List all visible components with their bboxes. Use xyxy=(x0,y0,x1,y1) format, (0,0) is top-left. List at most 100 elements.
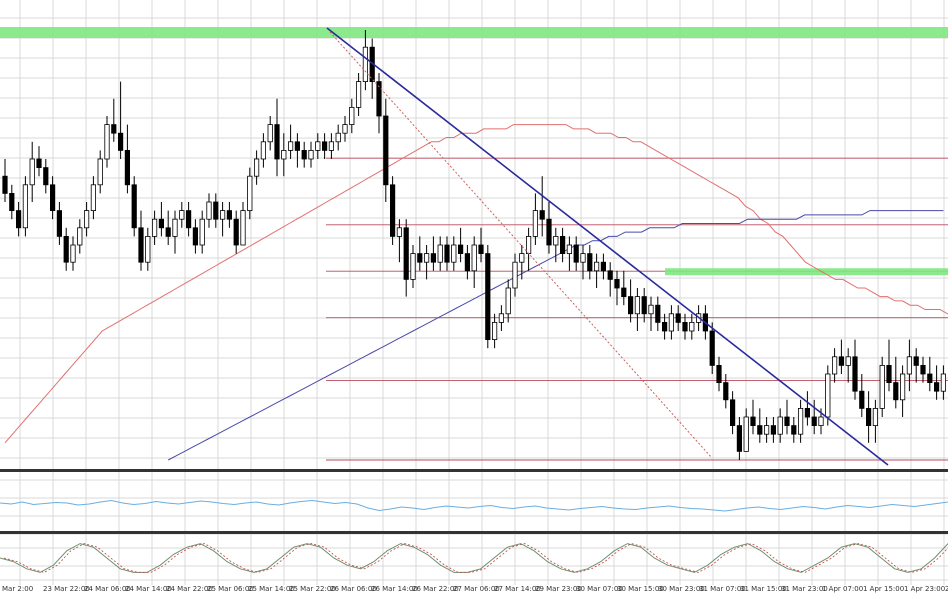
support-resistance-zones xyxy=(0,27,948,276)
candle-body xyxy=(736,425,743,452)
x-tick-label: 26 Mar 22:00 xyxy=(412,585,459,593)
candle-body xyxy=(866,407,872,426)
candle-body xyxy=(689,321,695,332)
candle-body xyxy=(417,253,423,263)
candle-body xyxy=(315,141,321,151)
candle-body xyxy=(335,132,341,143)
candle-body xyxy=(641,296,647,315)
candle-body xyxy=(56,210,63,237)
x-tick-label: 25 Mar 14:00 xyxy=(248,585,295,593)
candle-body xyxy=(553,235,559,246)
candle-body xyxy=(430,253,437,263)
candle-body xyxy=(22,184,29,229)
candle-body xyxy=(97,158,103,186)
candle-body xyxy=(723,382,729,401)
candle-body xyxy=(9,192,15,211)
trend-line xyxy=(326,27,889,466)
candle-body xyxy=(260,141,267,160)
candle-body xyxy=(104,124,110,160)
candle-body xyxy=(818,416,824,427)
candle-body xyxy=(118,132,124,151)
ma-red-line xyxy=(4,124,948,444)
candle-body xyxy=(757,425,763,435)
x-tick-label: 1 Apr 15:00 xyxy=(863,585,904,593)
candle-body xyxy=(621,287,627,298)
candle-body xyxy=(825,373,831,418)
x-tick-label: 31 Mar 15:00 xyxy=(740,585,787,593)
candle-body xyxy=(478,244,484,254)
candle-body xyxy=(389,184,396,237)
candle-body xyxy=(580,253,586,263)
candle-body xyxy=(546,218,552,246)
candle-body xyxy=(213,201,219,220)
x-tick-label: 1 Apr 07:00 xyxy=(822,585,863,593)
candle-body xyxy=(2,175,8,194)
candle-body xyxy=(138,227,144,263)
candle-body xyxy=(716,364,722,383)
candle-body xyxy=(247,175,253,211)
x-tick-label: 24 Mar 14:00 xyxy=(125,585,172,593)
candle-body xyxy=(675,313,681,323)
candle-body xyxy=(362,46,369,83)
candle-body xyxy=(158,218,164,229)
candle-body xyxy=(403,227,409,280)
candle-body xyxy=(294,141,301,151)
candle-body xyxy=(185,210,192,229)
x-tick-label: 27 Mar 06:00 xyxy=(453,585,500,593)
candle-body xyxy=(560,235,566,254)
candle-body xyxy=(859,390,865,409)
candle-body xyxy=(811,416,817,427)
candles xyxy=(2,30,947,460)
candle-body xyxy=(43,167,49,186)
candle-body xyxy=(50,184,56,212)
x-tick-label: 30 Mar 07:00 xyxy=(576,585,623,593)
candle-body xyxy=(199,218,205,246)
candle-body xyxy=(376,81,382,117)
candle-body xyxy=(192,227,198,246)
x-tick-label: 1 Apr 23:00 xyxy=(904,585,945,593)
candle-body xyxy=(77,227,83,246)
candle-body xyxy=(84,210,90,229)
candle-body xyxy=(274,124,280,160)
candle-body xyxy=(573,244,579,263)
x-tick-label: 24 Mar 06:00 xyxy=(84,585,131,593)
candle-body xyxy=(410,253,416,280)
candle-body xyxy=(526,235,532,254)
x-tick-label: Mar 2:00 xyxy=(2,585,33,593)
candle-body xyxy=(301,149,307,160)
candle-body xyxy=(267,124,273,143)
candle-body xyxy=(308,149,314,160)
candle-body xyxy=(634,296,641,315)
candle-body xyxy=(607,270,613,280)
candle-body xyxy=(172,218,178,237)
x-tick-label: 31 Mar 07:00 xyxy=(699,585,746,593)
panel-separator xyxy=(0,531,948,534)
x-tick-label: 29 Mar 23:00 xyxy=(535,585,582,593)
candle-body xyxy=(396,227,403,237)
candle-body xyxy=(253,158,260,177)
support-zone xyxy=(665,268,948,276)
candle-body xyxy=(505,287,511,315)
candle-body xyxy=(498,313,505,323)
candle-body xyxy=(519,253,525,263)
trend-lines xyxy=(326,27,889,466)
candle-body xyxy=(628,296,634,315)
candle-body xyxy=(240,210,246,246)
candle-body xyxy=(457,244,464,254)
candle-body xyxy=(124,149,130,186)
candle-body xyxy=(165,227,171,237)
candle-body xyxy=(464,253,471,272)
candle-body xyxy=(36,158,42,168)
candle-body xyxy=(328,141,335,151)
candle-body xyxy=(913,356,919,366)
x-tick-label: 30 Mar 15:00 xyxy=(617,585,664,593)
sub-panels xyxy=(0,469,948,573)
candle-body xyxy=(879,364,885,409)
candle-body xyxy=(730,399,736,426)
stochastic-signal-line xyxy=(3,543,948,573)
candle-body xyxy=(423,253,430,263)
resistance-zone xyxy=(0,27,948,38)
candle-body xyxy=(349,107,355,126)
